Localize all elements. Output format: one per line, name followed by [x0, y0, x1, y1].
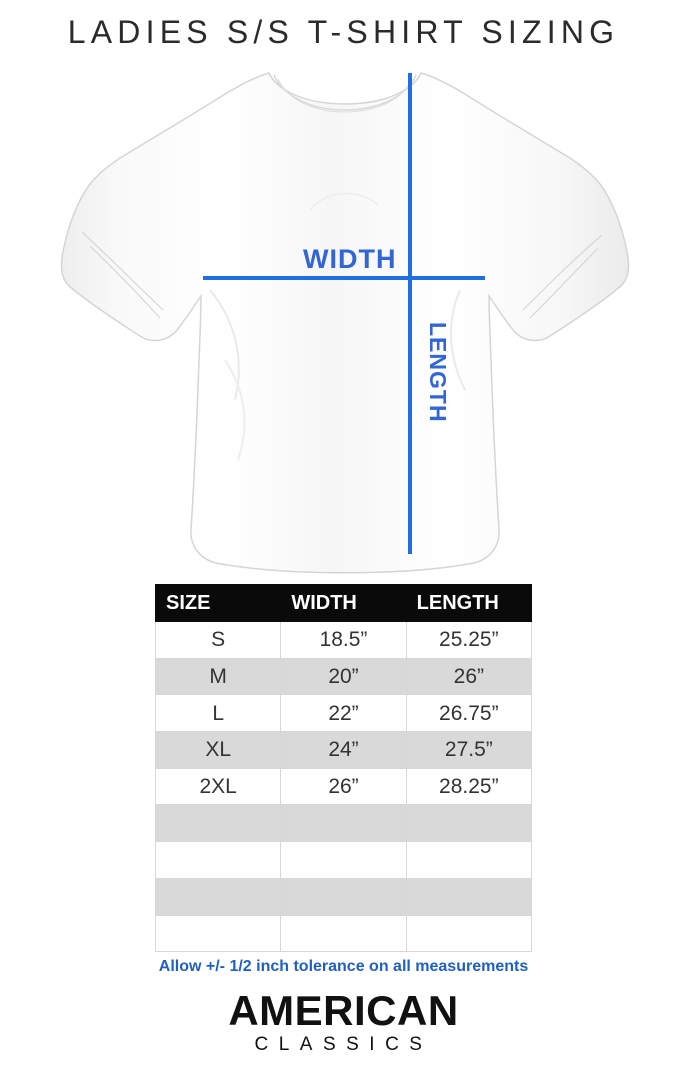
svg-text:WIDTH: WIDTH: [303, 244, 396, 274]
svg-text:LENGTH: LENGTH: [425, 322, 451, 423]
